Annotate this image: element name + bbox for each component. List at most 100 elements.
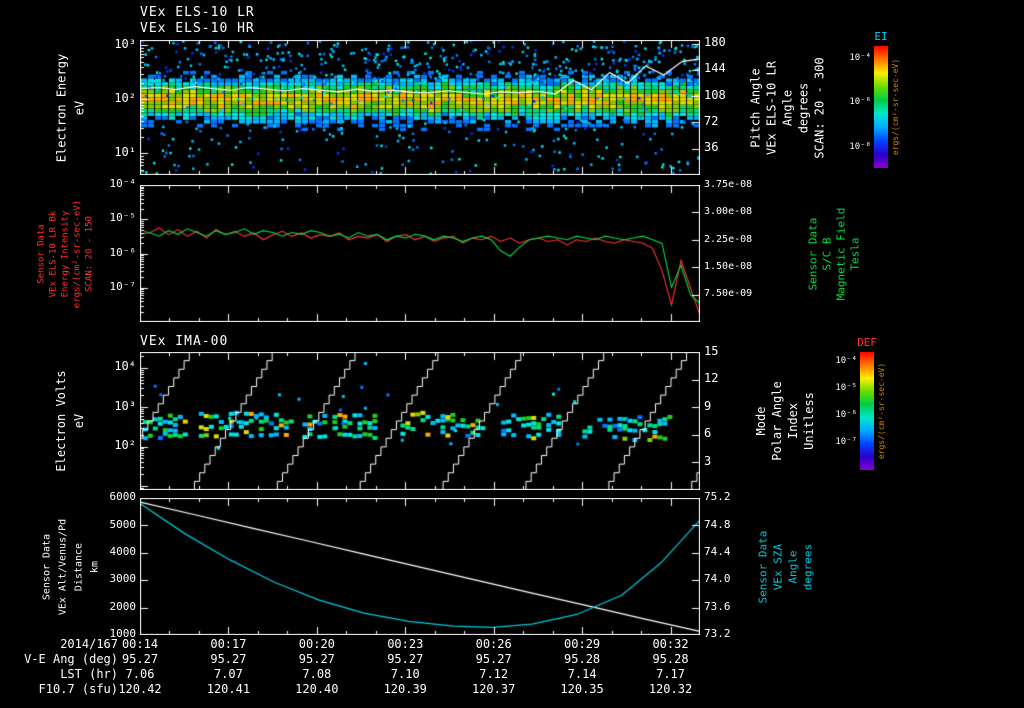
- panel1-title-els-lr: VEx ELS-10 LR: [140, 5, 255, 20]
- els-energy-tick-10³: 10³: [114, 36, 136, 51]
- ima-spectrogram-canvas: [140, 352, 700, 490]
- date-label: 2014/167: [60, 636, 118, 651]
- alt-tick-6000: 6000: [109, 490, 137, 504]
- alt-ylabel-line-3: km: [89, 560, 100, 573]
- time-tick-label-00:26: 00:26: [475, 636, 512, 651]
- footer-row2-value-0: 120.42: [118, 681, 162, 696]
- footer-row2-value-6: 120.32: [648, 681, 693, 696]
- els-ylabel-line-0: Electron Energy: [54, 53, 68, 162]
- ima-mode-tick-15: 15: [704, 343, 719, 358]
- els-energy-tick-10²: 10²: [114, 90, 136, 105]
- alt-ylabel-line-0: Sensor Data: [41, 533, 52, 600]
- bk-tick-10⁻⁷: 10⁻⁷: [109, 279, 137, 293]
- bk-ylabel-line-4: SCAN: 20 - 150: [84, 215, 94, 292]
- alt-tick-2000: 2000: [109, 599, 137, 613]
- alt-ylabel-line-1: VEx Alt/Venus/Pd: [57, 518, 68, 615]
- time-tick-label-00:20: 00:20: [298, 636, 335, 651]
- els-colorbar-gradient: [874, 46, 888, 168]
- bfield-tick-1.50e-08: 1.50e-08: [704, 261, 753, 272]
- ima-mode-tick-12: 12: [704, 371, 719, 386]
- time-tick-label-00:23: 00:23: [387, 636, 424, 651]
- footer-row2-value-5: 120.35: [560, 681, 604, 696]
- bfield-tick-3.00e-08: 3.00e-08: [704, 206, 753, 218]
- alt-ylabel-line-2: Distance: [73, 542, 84, 591]
- footer-row-label-1: LST (hr): [60, 666, 118, 681]
- footer-row0-value-4: 95.27: [475, 651, 512, 666]
- footer-row0-value-5: 95.28: [564, 651, 601, 666]
- footer-row1-value-5: 7.14: [567, 666, 597, 681]
- footer-row0-value-3: 95.27: [387, 651, 424, 666]
- intensity-bfield-plot-canvas: [140, 185, 700, 322]
- ima-ylabel-line-0: Electron Volts: [54, 370, 68, 472]
- sza-ylabel-line-3: degrees: [801, 543, 814, 590]
- colorbar0-tick-10⁻⁸: 10⁻⁸: [849, 141, 871, 152]
- panel3-title-ima: VEx IMA-00: [140, 334, 229, 349]
- footer-row2-value-3: 120.39: [383, 681, 427, 696]
- time-tick-label-00:17: 00:17: [210, 636, 247, 651]
- bk-tick-10⁻⁶: 10⁻⁶: [109, 245, 137, 259]
- sza-tick-73.6: 73.6: [704, 599, 731, 613]
- colorbar0-unit-label: ergs/(cm²-sr-sec-eV): [891, 58, 900, 156]
- bfield-tick-2.25e-08: 2.25e-08: [704, 233, 753, 245]
- sza-tick-74.0: 74.0: [704, 572, 731, 586]
- alt-tick-4000: 4000: [109, 544, 137, 558]
- footer-row1-value-1: 7.07: [213, 666, 243, 681]
- els-pitch-tick-36: 36: [704, 140, 719, 155]
- ima-ev-tick-10²: 10²: [114, 438, 136, 453]
- footer-row1-value-2: 7.08: [302, 666, 332, 681]
- footer-row1-value-4: 7.12: [479, 666, 509, 681]
- footer-row0-value-1: 95.27: [210, 651, 247, 666]
- time-tick-label-00:14: 00:14: [121, 636, 159, 651]
- alt-tick-3000: 3000: [109, 572, 137, 586]
- altitude-sza-plot-canvas: [140, 498, 700, 635]
- ima-ylabel-line-1: eV: [72, 413, 86, 429]
- colorbar1-tick-10⁻⁴: 10⁻⁴: [835, 356, 857, 367]
- sza-tick-75.2: 75.2: [704, 490, 731, 504]
- els-colorbar-title: EI: [874, 30, 888, 43]
- alt-tick-1000: 1000: [109, 627, 137, 641]
- els-ylabel-line-1: eV: [72, 100, 86, 115]
- els-spectrogram-canvas: [140, 40, 700, 175]
- els-pitch-tick-108: 108: [704, 87, 726, 102]
- bfield-tick-7.50e-09: 7.50e-09: [704, 288, 753, 300]
- colorbar1-tick-10⁻⁶: 10⁻⁶: [835, 410, 857, 421]
- els-pitch-tick-144: 144: [704, 61, 726, 76]
- colorbar1-tick-10⁻⁷: 10⁻⁷: [835, 437, 857, 448]
- bfield-tick-3.75e-08: 3.75e-08: [704, 178, 753, 190]
- footer-row2-value-4: 120.37: [471, 681, 516, 696]
- bfield-ylabel-line-3: Tesla: [848, 236, 861, 271]
- ima-mode-tick-9: 9: [704, 398, 712, 413]
- sza-tick-74.4: 74.4: [704, 544, 731, 558]
- sza-tick-73.2: 73.2: [704, 627, 731, 641]
- els-energy-tick-10¹: 10¹: [114, 144, 136, 159]
- footer-row-label-0: V-E Ang (deg): [24, 651, 118, 666]
- colorbar1-tick-10⁻⁵: 10⁻⁵: [835, 383, 857, 394]
- ima-ev-tick-10³: 10³: [114, 398, 136, 413]
- footer-row2-value-2: 120.40: [295, 681, 339, 696]
- footer-row1-value-6: 7.17: [656, 666, 685, 681]
- bk-tick-10⁻⁵: 10⁻⁵: [109, 211, 137, 225]
- time-tick-label-00:29: 00:29: [564, 636, 601, 651]
- els-pitch-tick-180: 180: [704, 35, 726, 50]
- footer-row0-value-0: 95.27: [121, 651, 159, 666]
- colorbar0-tick-10⁻⁴: 10⁻⁴: [849, 52, 871, 63]
- footer-row2-value-1: 120.41: [206, 681, 251, 696]
- footer-row1-value-0: 7.06: [125, 666, 155, 681]
- panel1-title-els-hr: VEx ELS-10 HR: [140, 21, 255, 36]
- footer-row1-value-3: 7.10: [390, 666, 420, 681]
- footer-row-label-2: F10.7 (sfu): [38, 681, 118, 696]
- time-tick-label-00:32: 00:32: [652, 636, 689, 651]
- footer-row0-value-6: 95.28: [652, 651, 689, 666]
- colorbar0-tick-10⁻⁶: 10⁻⁶: [849, 96, 871, 107]
- colorbar1-unit-label: ergs/(cm²-sr-sec-eV): [877, 362, 886, 460]
- footer-row0-value-2: 95.27: [298, 651, 335, 666]
- bk-tick-10⁻⁴: 10⁻⁴: [109, 177, 137, 191]
- ima-mode-tick-3: 3: [704, 453, 712, 468]
- alt-tick-5000: 5000: [109, 517, 137, 531]
- ima-ev-tick-10⁴: 10⁴: [114, 359, 136, 374]
- els-pitch-tick-72: 72: [704, 114, 719, 129]
- ima-mode-tick-6: 6: [704, 426, 712, 441]
- ima-colorbar-title: DEF: [857, 336, 877, 349]
- ima-colorbar-gradient: [860, 352, 874, 470]
